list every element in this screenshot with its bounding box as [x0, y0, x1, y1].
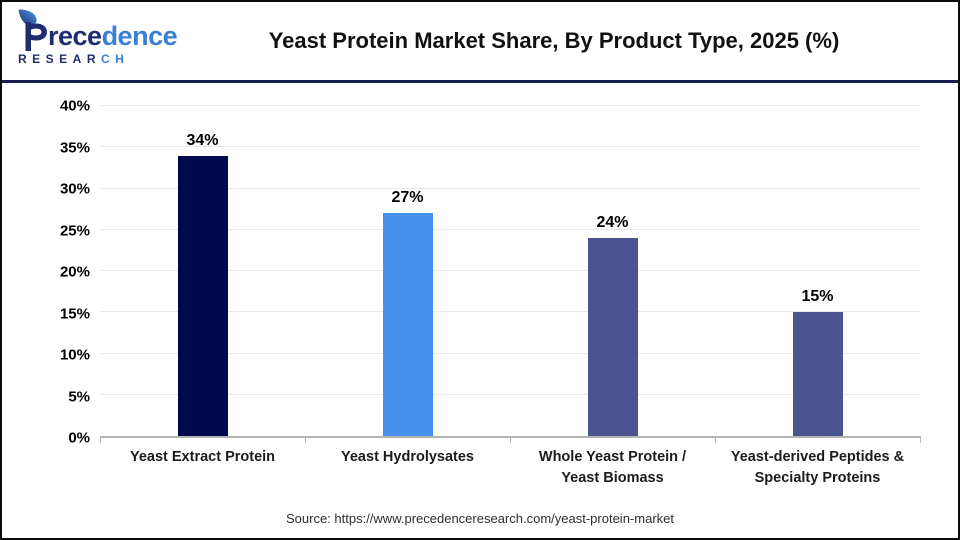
bar-value-label: 34% [186, 131, 219, 149]
gridline [100, 187, 920, 189]
bar-value-label: 24% [596, 214, 629, 231]
x-axis-tick [714, 436, 716, 443]
logo-wordmark: recedence [18, 9, 180, 51]
y-tick-label: 0% [68, 429, 90, 447]
category-label: Whole Yeast Protein / Yeast Biomass [538, 449, 687, 486]
logo-leaf-p-icon [18, 9, 47, 51]
category-label: Yeast-derived Peptides & Specialty Protei… [730, 449, 905, 486]
x-axis-labels: Yeast Extract Protein Yeast Hydrolysates W… [100, 447, 920, 489]
y-tick-label: 40% [59, 97, 90, 115]
y-tick-label: 5% [68, 388, 90, 405]
bar [587, 238, 638, 436]
gridline [100, 270, 920, 271]
bar [382, 213, 433, 436]
y-tick-label: 30% [59, 180, 90, 198]
gridline [100, 228, 920, 230]
y-axis: 0% 5% 10% 15% 20% 25% 30% 35% 40% [30, 98, 90, 447]
y-tick-label: 10% [59, 346, 90, 364]
bar [792, 312, 843, 436]
bar [177, 155, 228, 436]
logo-brand-text: recedence [48, 20, 178, 51]
header: recedence RESEARCH Yeast Protein Market … [2, 2, 958, 83]
x-axis-tick [919, 436, 921, 443]
category-label: Yeast Extract Protein [129, 449, 276, 465]
y-tick-label: 20% [59, 263, 90, 281]
x-axis-tick [304, 436, 306, 443]
gridline [100, 146, 920, 148]
source-text: Source: https://www.precedenceresearch.c… [285, 511, 674, 526]
logo-research-text: RESEARCH [18, 51, 130, 66]
bar-value-label: 15% [801, 288, 834, 306]
gridline [100, 393, 920, 395]
y-tick-label: 25% [59, 222, 90, 239]
bar-value-label: 27% [391, 189, 424, 207]
plot-area: 34% 27% 24% 15% [99, 105, 921, 443]
x-axis-tick [509, 436, 511, 443]
y-tick-label: 35% [59, 139, 90, 156]
gridline [100, 105, 920, 106]
gridline [100, 311, 920, 313]
x-axis-tick [99, 436, 101, 443]
chart: 0% 5% 10% 15% 20% 25% 30% 35% 40% 34% 27% 24% 15% Y… [2, 83, 958, 536]
gridline [100, 352, 920, 354]
page-title: Yeast Protein Market Share, By Product T… [268, 28, 840, 53]
y-tick-label: 15% [59, 305, 90, 322]
category-label: Yeast Hydrolysates [341, 449, 474, 465]
logo: recedence RESEARCH [2, 9, 180, 66]
